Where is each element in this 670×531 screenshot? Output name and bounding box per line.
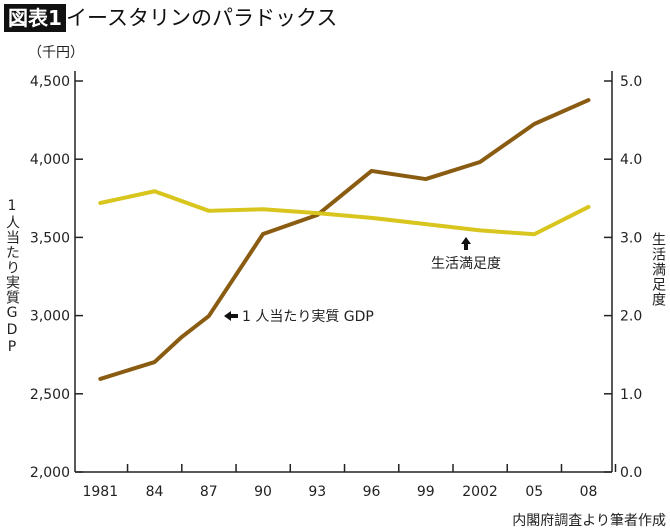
source-note: 内閣府調査より筆者作成 [512, 513, 666, 529]
left-tick-label: 3,500 [30, 230, 70, 246]
x-tick-label: 93 [308, 484, 326, 500]
x-tick-label: 84 [146, 484, 164, 500]
gdp-annotation: 1 人当たり実質 GDP [242, 309, 374, 325]
x-tick-label: 08 [580, 484, 598, 500]
satisfaction-annotation: 生活満足度 [431, 256, 501, 272]
x-tick-label: 2002 [462, 484, 498, 500]
x-tick-label: 90 [254, 484, 272, 500]
left-tick-label: 3,000 [30, 309, 70, 325]
arrow-left-icon [224, 311, 238, 321]
left-axis-label: 1人当たり実質GDP [4, 198, 20, 356]
right-tick-label: 5.0 [620, 74, 642, 90]
x-tick-label: 96 [363, 484, 381, 500]
right-tick-label: 4.0 [620, 152, 642, 168]
x-tick-label: 87 [200, 484, 218, 500]
right-tick-label: 0.0 [620, 465, 642, 481]
series-line-1 [98, 189, 591, 237]
left-tick-label: 4,500 [30, 74, 70, 90]
x-tick-label: 99 [417, 484, 435, 500]
right-tick-label: 2.0 [620, 309, 642, 325]
left-tick-label: 4,000 [30, 152, 70, 168]
figure-badge: 図表1 [4, 4, 66, 32]
chart-title: イースタリンのパラドックス [66, 6, 338, 30]
right-axis-label: 生活満足度 [650, 232, 666, 307]
left-axis-unit: （千円） [28, 45, 84, 61]
arrow-up-icon [461, 237, 471, 250]
right-tick-label: 1.0 [620, 387, 642, 403]
left-tick-label: 2,000 [30, 465, 70, 481]
x-tick-label: 1981 [82, 484, 118, 500]
series-line-0 [98, 98, 591, 381]
right-tick-label: 3.0 [620, 230, 642, 246]
x-tick-label: 05 [525, 484, 543, 500]
left-tick-label: 2,500 [30, 387, 70, 403]
